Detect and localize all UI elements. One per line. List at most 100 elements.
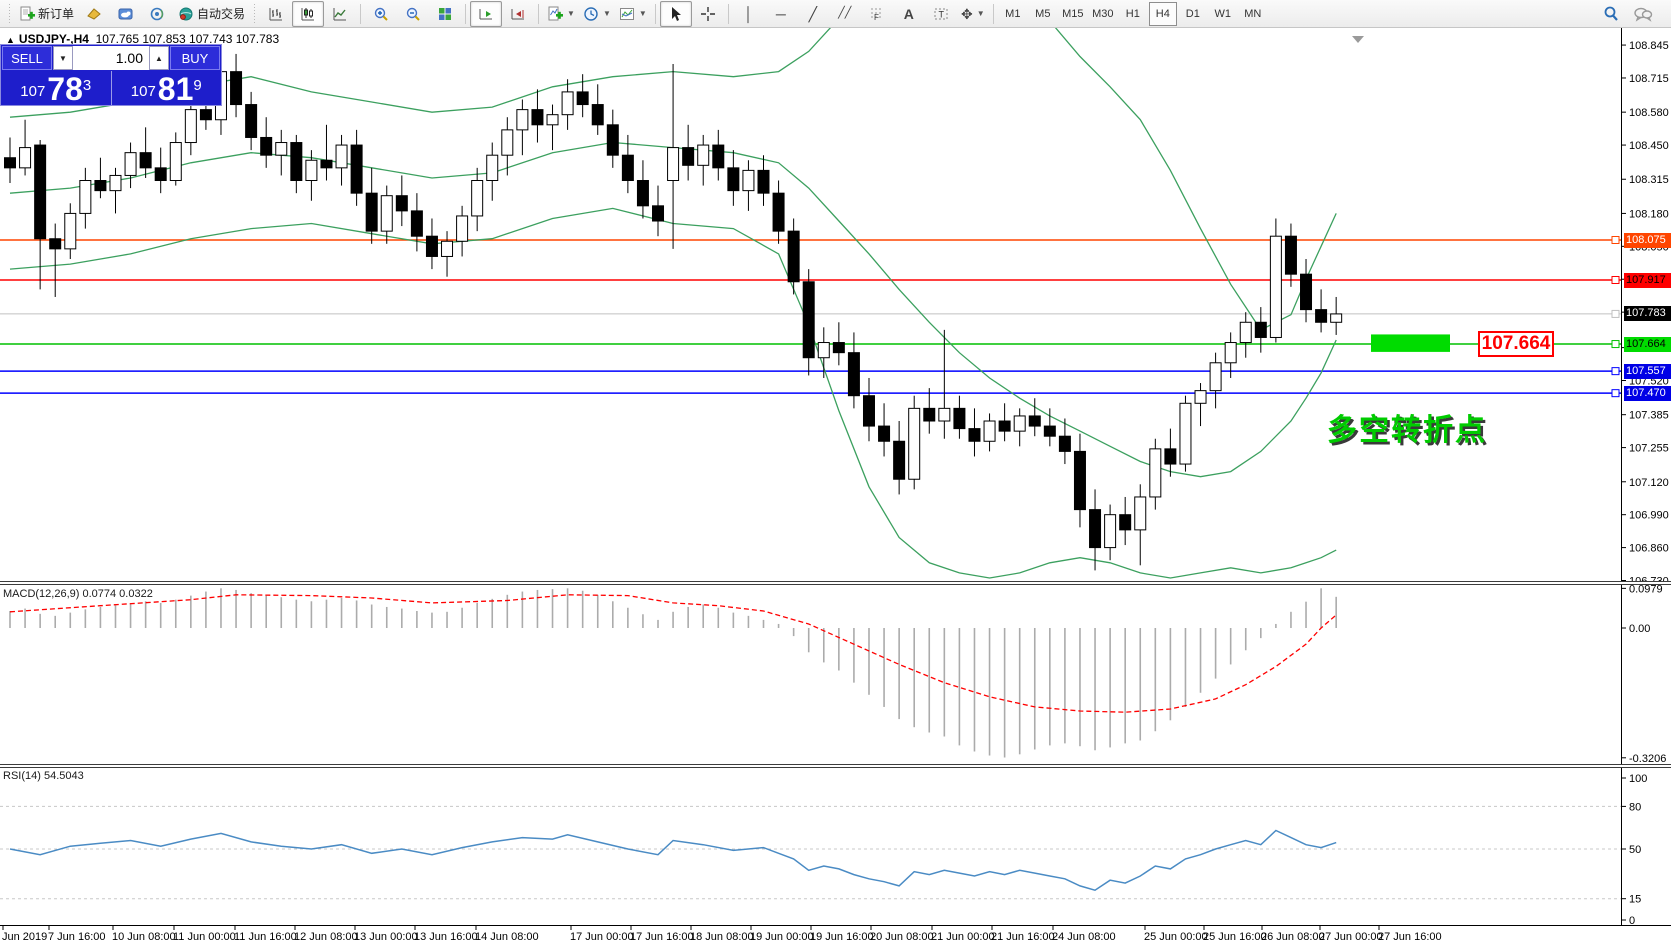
indicators-icon <box>548 6 564 20</box>
auto-trading-icon <box>179 7 193 20</box>
svg-text:13 Jun 16:00: 13 Jun 16:00 <box>414 931 478 943</box>
auto-trading-button[interactable]: 自动交易 <box>174 1 249 27</box>
auto-scroll-button[interactable] <box>470 0 503 27</box>
svg-text:108.580: 108.580 <box>1629 107 1669 119</box>
panel-divider[interactable] <box>0 581 1671 585</box>
one-click-panel-toggle[interactable]: ▲ <box>6 35 15 45</box>
equidistant-channel-icon: ╱╱ <box>838 7 852 19</box>
scroll-to-end-marker[interactable] <box>1352 36 1364 43</box>
chart-shift-button[interactable] <box>502 1 534 27</box>
equidistant-channel-tool[interactable]: ╱╱ <box>829 1 861 27</box>
timeframe-button-MN[interactable]: MN <box>1244 7 1262 20</box>
chevron-down-icon: ▼ <box>602 9 611 18</box>
macd-panel <box>9 588 1337 758</box>
buy-button[interactable]: BUY <box>170 46 220 70</box>
price-axis[interactable]: 108.845 108.715 108.580 108.450 108.315 108.1… <box>1621 40 1669 927</box>
periods-button[interactable]: ▼ <box>579 1 615 27</box>
volume-decrease-button[interactable]: ▼ <box>53 46 73 70</box>
templates-button[interactable]: ▼ <box>615 1 651 27</box>
panel-divider[interactable] <box>0 764 1671 768</box>
bar-chart-button[interactable] <box>260 1 292 27</box>
chevron-down-icon: ▼ <box>976 9 985 18</box>
tile-windows-button[interactable] <box>429 1 461 27</box>
market-watch-button[interactable] <box>78 1 110 27</box>
svg-text:0.0979: 0.0979 <box>1629 583 1663 595</box>
crosshair-button[interactable] <box>692 1 724 27</box>
timeframe-button-M30[interactable]: M30 <box>1092 7 1114 20</box>
new-order-button[interactable]: 新订单 <box>15 1 78 27</box>
svg-text:17 Jun 00:00: 17 Jun 00:00 <box>570 931 634 943</box>
svg-text:27 Jun 00:00: 27 Jun 00:00 <box>1319 931 1383 943</box>
chart-canvas[interactable]: 108.845 108.715 108.580 108.450 108.315 108.1… <box>0 28 1671 948</box>
timeframe-button-D1[interactable]: D1 <box>1185 7 1200 20</box>
horizontal-line-tool[interactable]: ─ <box>765 1 797 27</box>
svg-text:0: 0 <box>1629 915 1635 927</box>
fibonacci-tool[interactable]: F <box>861 1 893 27</box>
sell-price-sup: 3 <box>82 77 92 94</box>
svg-text:T: T <box>938 9 944 19</box>
svg-text:27 Jun 16:00: 27 Jun 16:00 <box>1378 931 1442 943</box>
sell-price[interactable]: 107 78 3 <box>1 71 112 105</box>
candlestick-chart-icon <box>301 7 315 20</box>
indicators-button[interactable]: ▼ <box>543 1 579 27</box>
navigator-button[interactable] <box>110 1 142 27</box>
fibonacci-icon: F <box>870 8 883 22</box>
auto-scroll-icon <box>479 8 493 19</box>
vertical-line-tool[interactable]: │ <box>733 1 765 27</box>
cursor-icon <box>671 6 681 21</box>
svg-text:100: 100 <box>1629 773 1647 785</box>
terminal-button[interactable] <box>142 1 174 27</box>
zoom-out-icon <box>406 7 420 21</box>
svg-text:24 Jun 08:00: 24 Jun 08:00 <box>1052 931 1116 943</box>
trendline-tool[interactable]: ╱ <box>797 1 829 27</box>
arrows-tool[interactable]: ✥ ▼ <box>957 1 989 27</box>
symbol-header: ▲ USDJPY-,H4 107.765 107.853 107.743 107.… <box>6 32 279 46</box>
svg-text:80: 80 <box>1629 801 1641 813</box>
time-axis-frame <box>0 925 1671 926</box>
timeframe-button-H4[interactable]: H4 <box>1148 1 1177 26</box>
svg-text:Jun 2019: Jun 2019 <box>2 931 47 943</box>
zoom-in-button[interactable] <box>365 1 397 27</box>
text-label-icon: T <box>934 8 948 19</box>
timeframe-button-W1[interactable]: W1 <box>1214 7 1232 20</box>
periods-icon <box>584 6 598 21</box>
volume-increase-button[interactable]: ▲ <box>149 46 169 70</box>
timeframe-button-M1[interactable]: M1 <box>1005 7 1021 20</box>
vertical-line-icon: │ <box>744 5 754 22</box>
auto-trading-label: 自动交易 <box>197 7 246 21</box>
svg-text:108.450: 108.450 <box>1629 140 1669 152</box>
main-toolbar: 新订单 自动交易 ▼ ▼ <box>0 0 1671 28</box>
svg-text:11 Jun 00:00: 11 Jun 00:00 <box>173 931 236 943</box>
svg-text:12 Jun 08:00: 12 Jun 08:00 <box>294 931 358 943</box>
chevron-down-icon: ▼ <box>638 9 647 18</box>
svg-text:18 Jun 08:00: 18 Jun 08:00 <box>690 931 754 943</box>
text-icon: A <box>903 5 914 22</box>
zoom-out-button[interactable] <box>397 1 429 27</box>
timeframe-button-M15[interactable]: M15 <box>1062 7 1084 20</box>
toolbar-grip[interactable] <box>252 3 258 24</box>
svg-text:19 Jun 16:00: 19 Jun 16:00 <box>810 931 874 943</box>
sell-button[interactable]: SELL <box>2 46 52 70</box>
text-label-tool[interactable]: T <box>925 1 957 27</box>
timeframe-button-H1[interactable]: H1 <box>1125 7 1140 20</box>
svg-text:107.255: 107.255 <box>1629 443 1669 455</box>
timeframe-button-M5[interactable]: M5 <box>1035 7 1051 20</box>
price-badge: 107.470 <box>1624 385 1671 401</box>
text-tool[interactable]: A <box>893 1 925 27</box>
candlestick-chart-button[interactable] <box>292 0 325 27</box>
line-chart-button[interactable] <box>324 1 356 27</box>
volume-input[interactable] <box>73 46 149 70</box>
toolbar-grip[interactable] <box>7 3 12 24</box>
cursor-button[interactable] <box>659 0 692 27</box>
chart-shift-icon <box>511 8 525 19</box>
svg-text:21 Jun 00:00: 21 Jun 00:00 <box>931 931 995 943</box>
svg-text:108.180: 108.180 <box>1629 208 1669 220</box>
price-badge: 107.557 <box>1624 363 1671 379</box>
chat-button[interactable] <box>1627 1 1659 27</box>
buy-price[interactable]: 107 81 9 <box>112 71 222 105</box>
one-click-trade-panel: SELL ▼ ▲ BUY 107 78 3 107 81 9 <box>0 44 222 106</box>
buy-price-prefix: 107 <box>130 83 156 100</box>
crosshair-icon <box>700 6 715 21</box>
search-button[interactable] <box>1595 1 1627 27</box>
